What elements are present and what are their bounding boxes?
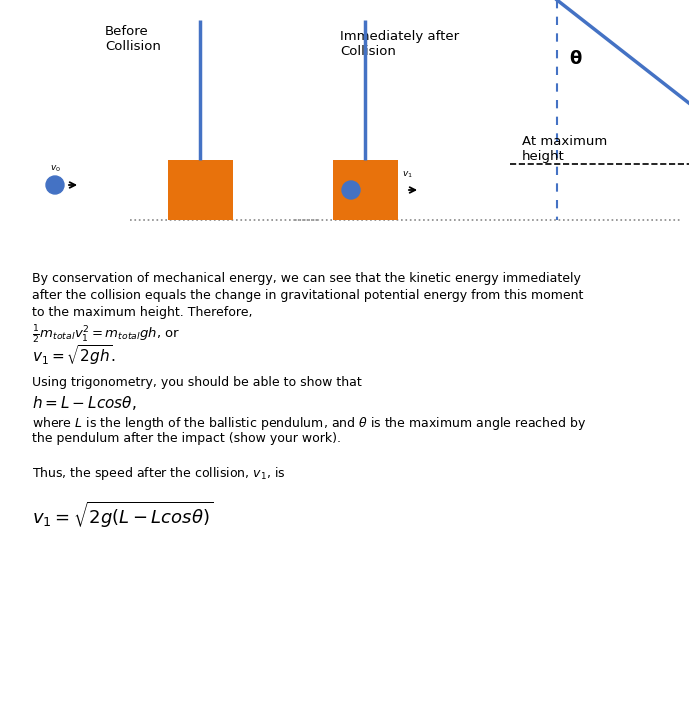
FancyBboxPatch shape: [168, 160, 233, 220]
Text: $v_1 = \sqrt{2gh}.$: $v_1 = \sqrt{2gh}.$: [32, 343, 116, 367]
Text: $v_0$: $v_0$: [50, 164, 61, 174]
Circle shape: [342, 181, 360, 199]
Text: $h = L - Lcos\theta,$: $h = L - Lcos\theta,$: [32, 394, 136, 412]
Text: $v_1 = \sqrt{2g(L - Lcos\theta)}$: $v_1 = \sqrt{2g(L - Lcos\theta)}$: [32, 500, 214, 531]
Text: Thus, the speed after the collision, $v_1$, is: Thus, the speed after the collision, $v_…: [32, 465, 285, 482]
Text: Before
Collision: Before Collision: [105, 25, 161, 53]
Circle shape: [46, 176, 64, 194]
Text: after the collision equals the change in gravitational potential energy from thi: after the collision equals the change in…: [32, 289, 584, 302]
Text: At maximum
height: At maximum height: [522, 135, 607, 163]
Text: the pendulum after the impact (show your work).: the pendulum after the impact (show your…: [32, 432, 341, 445]
Text: $v_1$: $v_1$: [402, 169, 413, 180]
Text: θ: θ: [569, 50, 582, 68]
Text: where $L$ is the length of the ballistic pendulum, and $\theta$ is the maximum a: where $L$ is the length of the ballistic…: [32, 415, 586, 432]
Text: By conservation of mechanical energy, we can see that the kinetic energy immedia: By conservation of mechanical energy, we…: [32, 272, 581, 285]
Text: Using trigonometry, you should be able to show that: Using trigonometry, you should be able t…: [32, 376, 362, 389]
FancyBboxPatch shape: [333, 160, 398, 220]
Text: Immediately after
Collision: Immediately after Collision: [340, 30, 459, 58]
Text: to the maximum height. Therefore,: to the maximum height. Therefore,: [32, 306, 252, 319]
Text: $\frac{1}{2}m_{total}v_1^2 = m_{total}gh$, or: $\frac{1}{2}m_{total}v_1^2 = m_{total}gh…: [32, 324, 181, 346]
